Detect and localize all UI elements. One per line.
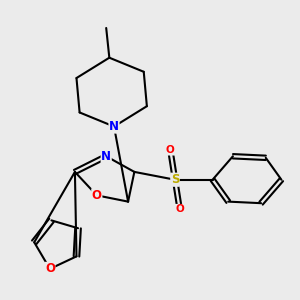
Text: N: N [109,120,119,133]
Text: O: O [45,262,55,275]
Text: S: S [171,173,179,186]
Text: O: O [175,204,184,214]
Text: O: O [92,189,102,202]
Text: O: O [166,145,175,155]
Text: N: N [101,150,111,163]
